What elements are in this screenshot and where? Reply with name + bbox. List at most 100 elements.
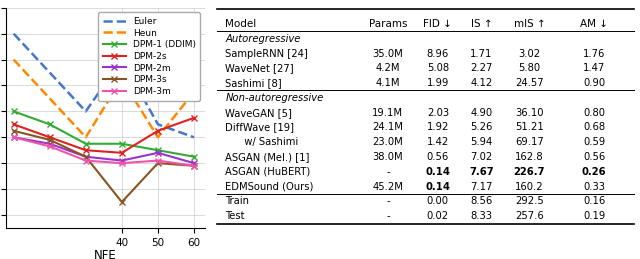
Euler: [118, 58, 125, 61]
Heun: [82, 136, 90, 139]
Heun: [154, 136, 162, 139]
Text: 1.99: 1.99: [427, 78, 449, 88]
Text: 0.26: 0.26: [582, 167, 606, 177]
DPM-2m: [118, 159, 125, 162]
DPM-3s: [46, 138, 54, 141]
Text: 0.00: 0.00: [427, 196, 449, 206]
Text: WaveGAN [5]: WaveGAN [5]: [225, 108, 292, 118]
Text: 257.6: 257.6: [515, 211, 544, 221]
DPM-2m: [154, 151, 162, 154]
Line: DPM-3m: DPM-3m: [11, 134, 196, 169]
Text: 7.67: 7.67: [469, 167, 494, 177]
DPM-3m: [10, 136, 17, 139]
DPM-2s: [190, 116, 198, 119]
DPM-3m: [46, 145, 54, 148]
Text: 1.71: 1.71: [470, 48, 493, 59]
Text: Test: Test: [225, 211, 245, 221]
Text: 1.47: 1.47: [583, 63, 605, 73]
Text: Sashimi [8]: Sashimi [8]: [225, 78, 282, 88]
Text: 69.17: 69.17: [515, 137, 544, 147]
Text: 226.7: 226.7: [514, 167, 545, 177]
Text: 4.12: 4.12: [470, 78, 493, 88]
Text: 7.17: 7.17: [470, 182, 493, 192]
Text: 24.57: 24.57: [515, 78, 544, 88]
DPM-2s: [46, 136, 54, 139]
DPM-2m: [46, 142, 54, 145]
Text: 51.21: 51.21: [515, 123, 544, 132]
Text: SampleRNN [24]: SampleRNN [24]: [225, 48, 308, 59]
Text: 0.90: 0.90: [583, 78, 605, 88]
Text: 4.2M: 4.2M: [376, 63, 400, 73]
Text: Autoregressive: Autoregressive: [225, 34, 301, 44]
DPM-3m: [154, 159, 162, 162]
DPM-3m: [118, 162, 125, 165]
DPM-2m: [10, 136, 17, 139]
DPM-3s: [82, 155, 90, 158]
DPM-1 (DDIM): [10, 110, 17, 113]
DPM-1 (DDIM): [154, 149, 162, 152]
Euler: [154, 123, 162, 126]
Text: 0.02: 0.02: [427, 211, 449, 221]
Text: FID ↓: FID ↓: [424, 19, 452, 29]
Text: 38.0M: 38.0M: [372, 152, 403, 162]
Text: 7.02: 7.02: [470, 152, 493, 162]
Text: 8.56: 8.56: [470, 196, 493, 206]
Text: 35.0M: 35.0M: [372, 48, 403, 59]
Line: Heun: Heun: [13, 60, 194, 137]
DPM-3m: [190, 164, 198, 167]
Text: Train: Train: [225, 196, 250, 206]
DPM-1 (DDIM): [46, 123, 54, 126]
Heun: [190, 90, 198, 93]
Text: -: -: [386, 167, 390, 177]
Line: DPM-3s: DPM-3s: [11, 128, 196, 205]
Text: 0.14: 0.14: [426, 167, 451, 177]
DPM-3s: [10, 129, 17, 132]
Text: 2.03: 2.03: [427, 108, 449, 118]
Text: 45.2M: 45.2M: [372, 182, 403, 192]
Text: 0.33: 0.33: [583, 182, 605, 192]
Text: ASGAN (HuBERT): ASGAN (HuBERT): [225, 167, 310, 177]
DPM-2m: [190, 162, 198, 165]
Text: 3.02: 3.02: [518, 48, 541, 59]
Text: 5.80: 5.80: [518, 63, 541, 73]
Euler: [10, 32, 17, 35]
Text: ASGAN (Mel.) [1]: ASGAN (Mel.) [1]: [225, 152, 310, 162]
Text: 8.96: 8.96: [427, 48, 449, 59]
Text: WaveNet [27]: WaveNet [27]: [225, 63, 294, 73]
Text: 160.2: 160.2: [515, 182, 544, 192]
Text: mIS ↑: mIS ↑: [513, 19, 545, 29]
Line: DPM-1 (DDIM): DPM-1 (DDIM): [11, 109, 196, 160]
Text: 0.14: 0.14: [426, 182, 451, 192]
Euler: [82, 110, 90, 113]
Text: 36.10: 36.10: [515, 108, 544, 118]
Text: 0.56: 0.56: [583, 152, 605, 162]
Text: 0.56: 0.56: [427, 152, 449, 162]
Text: 0.19: 0.19: [583, 211, 605, 221]
Text: EDMSound (Ours): EDMSound (Ours): [225, 182, 314, 192]
DPM-1 (DDIM): [190, 155, 198, 158]
Text: Params: Params: [369, 19, 407, 29]
Legend: Euler, Heun, DPM-1 (DDIM), DPM-2s, DPM-2m, DPM-3s, DPM-3m: Euler, Heun, DPM-1 (DDIM), DPM-2s, DPM-2…: [99, 12, 200, 100]
DPM-2m: [82, 155, 90, 158]
Text: Non-autoregressive: Non-autoregressive: [225, 93, 324, 103]
Text: w/ Sashimi: w/ Sashimi: [238, 137, 298, 147]
Text: IS ↑: IS ↑: [471, 19, 492, 29]
Text: DiffWave [19]: DiffWave [19]: [225, 123, 294, 132]
Text: 23.0M: 23.0M: [372, 137, 403, 147]
X-axis label: NFE: NFE: [94, 249, 117, 259]
DPM-1 (DDIM): [118, 142, 125, 145]
Text: 0.80: 0.80: [583, 108, 605, 118]
Text: 0.68: 0.68: [583, 123, 605, 132]
Text: AM ↓: AM ↓: [580, 19, 608, 29]
Text: 1.92: 1.92: [427, 123, 449, 132]
Heun: [10, 58, 17, 61]
Text: 0.59: 0.59: [583, 137, 605, 147]
Text: 24.1M: 24.1M: [372, 123, 403, 132]
Text: Model: Model: [225, 19, 257, 29]
Text: 4.1M: 4.1M: [376, 78, 400, 88]
DPM-3m: [82, 159, 90, 162]
DPM-3s: [154, 162, 162, 165]
Line: DPM-2m: DPM-2m: [11, 134, 196, 166]
Text: 2.27: 2.27: [470, 63, 493, 73]
DPM-2s: [154, 129, 162, 132]
